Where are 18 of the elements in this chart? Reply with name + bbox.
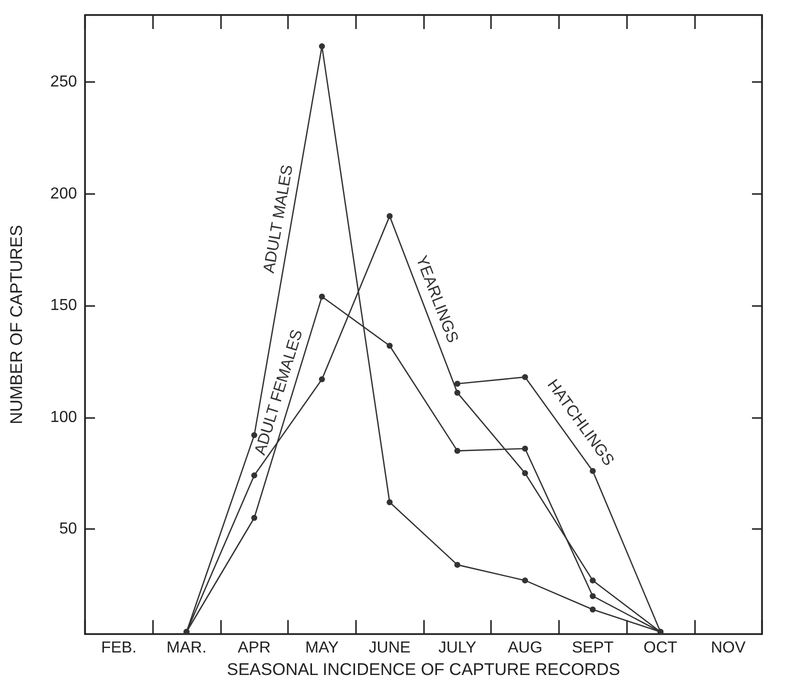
- y-tick-label: 100: [50, 408, 78, 426]
- x-tick-label: MAR.: [166, 640, 207, 657]
- y-tick-label: 200: [50, 185, 78, 202]
- y-axis-title: NUMBER OF CAPTURES: [7, 224, 26, 424]
- y-tick-label: 250: [50, 74, 78, 91]
- x-tick-label: SEPT: [572, 640, 614, 657]
- x-tick-label: JUNE: [368, 640, 411, 657]
- x-axis-title: SEASONAL INCIDENCE OF CAPTURE RECORDS: [226, 660, 620, 679]
- x-tick-label: JULY: [438, 640, 477, 657]
- y-tick-label: 50: [59, 520, 78, 538]
- x-tick-label: MAY: [305, 640, 340, 657]
- y-tick-label: 150: [50, 297, 78, 314]
- x-tick-label: NOV: [710, 640, 746, 657]
- x-tick-label: APR: [238, 640, 271, 657]
- x-tick-label: AUG: [508, 640, 542, 657]
- text: ADULT MALES: [260, 164, 296, 274]
- x-tick-label: FEB.: [101, 640, 137, 657]
- x-tick-label: OCT: [644, 640, 678, 657]
